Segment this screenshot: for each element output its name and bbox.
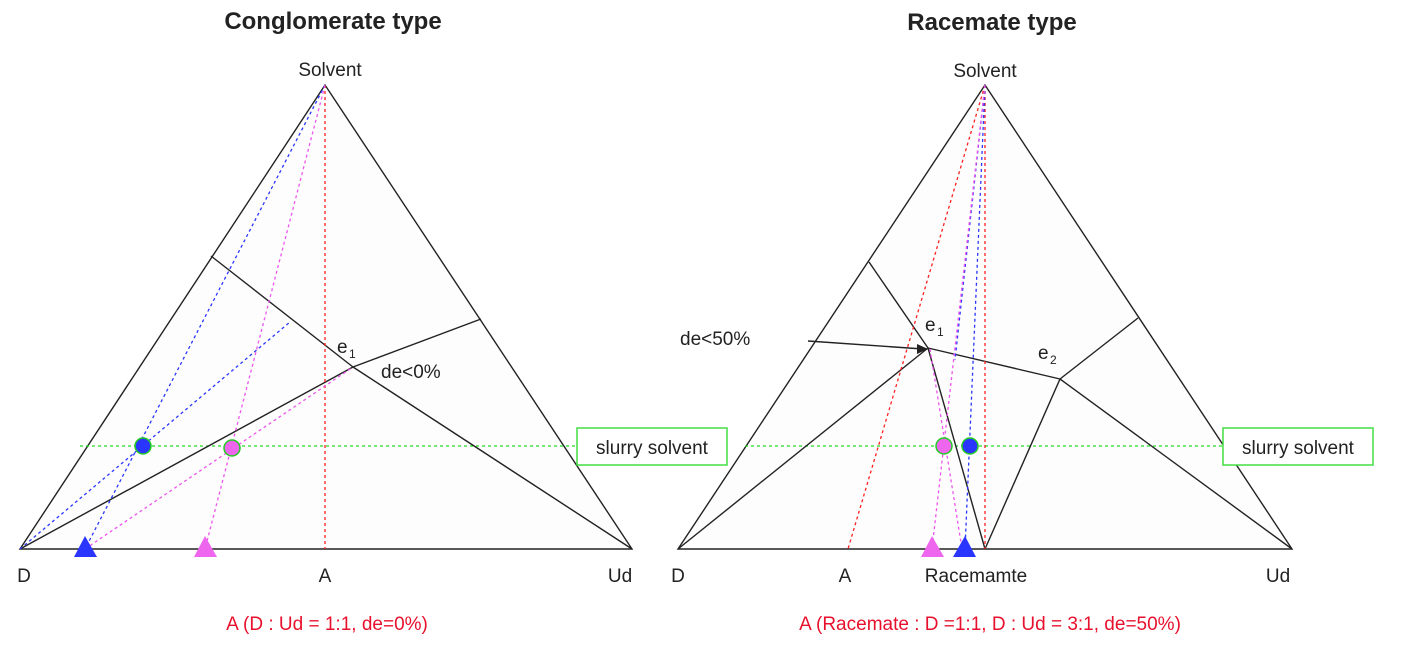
conglomerate-eutectic-label: e [337, 337, 348, 358]
racemate-pink-triangle-marker [921, 536, 944, 557]
racemate-caption: A (Racemate : D =1:1, D : Ud = 3:1, de=5… [799, 614, 1181, 635]
racemate-e2-subscript: 2 [1050, 353, 1057, 367]
conglomerate-blue-line-2 [19, 321, 291, 550]
racemate-e1-label: e [925, 315, 936, 336]
conglomerate-triangle [18, 83, 634, 550]
conglomerate-corner-d: D [17, 566, 31, 587]
racemate-boundary-d-side [868, 261, 929, 349]
conglomerate-blue-triangle-marker [74, 536, 97, 557]
conglomerate-de-label: de<0% [381, 362, 441, 383]
racemate-boundary-middle [927, 347, 1061, 380]
racemate-slurry-label: slurry solvent [1242, 438, 1355, 459]
racemate-e1-subscript: 1 [937, 325, 944, 339]
conglomerate-title: Conglomerate type [224, 8, 441, 35]
conglomerate-boundary-d-side [210, 255, 354, 368]
conglomerate-blue-point [134, 437, 152, 455]
racemate-boundary-ud-side [1059, 317, 1139, 380]
racemate-corner-ud: Ud [1266, 566, 1290, 587]
racemate-title: Racemate type [907, 9, 1076, 36]
racemate-blue-line-2 [954, 84, 986, 361]
racemate-corner-racemate: Racemamte [925, 566, 1027, 587]
racemate-pink-line-2 [929, 348, 963, 550]
conglomerate-boundary-right [352, 318, 482, 368]
racemate-apex-label: Solvent [953, 61, 1017, 82]
conglomerate-boundary-ud-side [352, 366, 633, 550]
racemate-de-pointer [807, 340, 924, 350]
conglomerate-pink-line-1 [204, 84, 326, 550]
racemate-tie-d [677, 347, 929, 550]
conglomerate-slurry-label: slurry solvent [596, 438, 709, 459]
racemate-de-arrowhead [917, 344, 928, 354]
racemate-pink-point [935, 437, 953, 455]
racemate-tie-racemate-right [984, 378, 1061, 550]
conglomerate-pink-point [223, 439, 241, 457]
racemate-red-line-a [847, 84, 986, 550]
conglomerate-tie-line [19, 366, 354, 550]
conglomerate-caption: A (D : Ud = 1:1, de=0%) [226, 614, 428, 635]
racemate-boundary-ud-base [1059, 378, 1293, 550]
conglomerate-eutectic-subscript: 1 [349, 347, 356, 361]
conglomerate-diagram: Conglomerate type Solvent D A Ud e 1 de<… [17, 8, 728, 635]
conglomerate-apex-label: Solvent [298, 60, 362, 81]
racemate-diagram: Racemate type Solvent D A Racemamte [671, 9, 1374, 635]
racemate-e2-label: e [1038, 343, 1049, 364]
racemate-corner-d: D [671, 566, 685, 587]
conglomerate-slurry-box: slurry solvent [576, 427, 728, 466]
racemate-corner-a: A [839, 566, 852, 587]
racemate-de-label: de<50% [680, 329, 750, 350]
racemate-slurry-box: slurry solvent [1222, 427, 1374, 466]
racemate-blue-triangle-marker [953, 536, 976, 557]
racemate-tie-racemate-left [927, 347, 986, 550]
conglomerate-pink-triangle-marker [194, 536, 217, 557]
conglomerate-corner-a: A [319, 566, 332, 587]
conglomerate-corner-ud: Ud [608, 566, 632, 587]
racemate-triangle [676, 83, 1294, 550]
racemate-blue-point [961, 437, 979, 455]
